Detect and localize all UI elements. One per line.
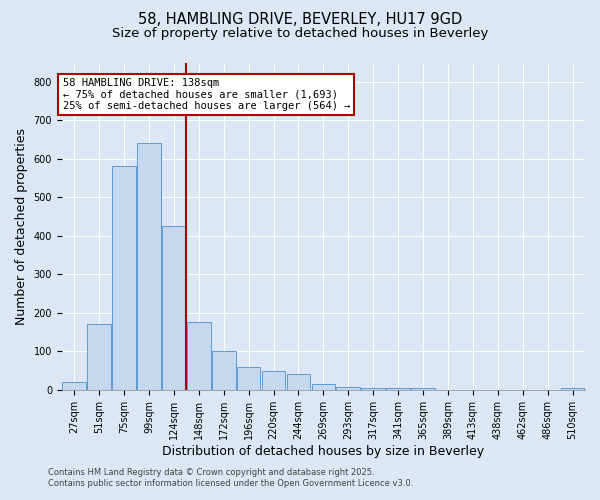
- Text: 58 HAMBLING DRIVE: 138sqm
← 75% of detached houses are smaller (1,693)
25% of se: 58 HAMBLING DRIVE: 138sqm ← 75% of detac…: [62, 78, 350, 111]
- Bar: [386, 388, 410, 390]
- Bar: [262, 370, 286, 390]
- Bar: [311, 384, 335, 390]
- Bar: [112, 166, 136, 390]
- Bar: [287, 374, 310, 390]
- Bar: [561, 388, 584, 390]
- Bar: [337, 387, 360, 390]
- Text: Contains HM Land Registry data © Crown copyright and database right 2025.
Contai: Contains HM Land Registry data © Crown c…: [48, 468, 413, 487]
- Bar: [361, 388, 385, 390]
- Bar: [237, 366, 260, 390]
- Text: 58, HAMBLING DRIVE, BEVERLEY, HU17 9GD: 58, HAMBLING DRIVE, BEVERLEY, HU17 9GD: [138, 12, 462, 28]
- X-axis label: Distribution of detached houses by size in Beverley: Distribution of detached houses by size …: [163, 444, 484, 458]
- Bar: [187, 322, 211, 390]
- Y-axis label: Number of detached properties: Number of detached properties: [15, 128, 28, 324]
- Bar: [411, 388, 435, 390]
- Bar: [212, 352, 236, 390]
- Bar: [62, 382, 86, 390]
- Bar: [137, 144, 161, 390]
- Bar: [88, 324, 111, 390]
- Bar: [162, 226, 186, 390]
- Text: Size of property relative to detached houses in Beverley: Size of property relative to detached ho…: [112, 28, 488, 40]
